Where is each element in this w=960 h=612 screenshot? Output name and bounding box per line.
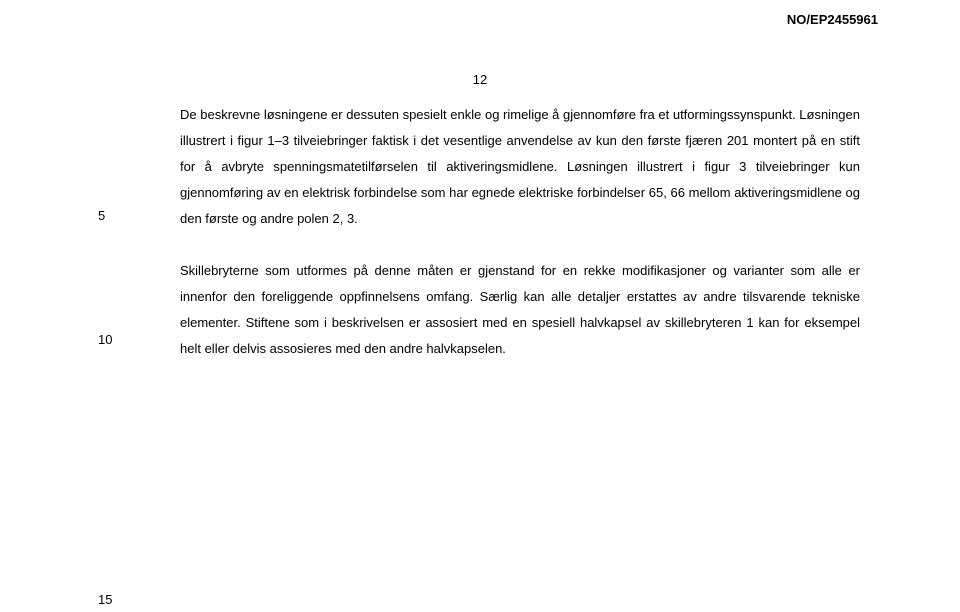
paragraph-2: Skillebryterne som utformes på denne måt… (180, 258, 860, 362)
line-marker-15: 15 (98, 592, 112, 607)
paragraph-1: De beskrevne løsningene er dessuten spes… (180, 102, 860, 232)
page-number: 12 (0, 72, 960, 87)
body-content: De beskrevne løsningene er dessuten spes… (180, 102, 860, 388)
document-id: NO/EP2455961 (787, 12, 878, 27)
line-marker-5: 5 (98, 208, 105, 223)
line-marker-10: 10 (98, 332, 112, 347)
